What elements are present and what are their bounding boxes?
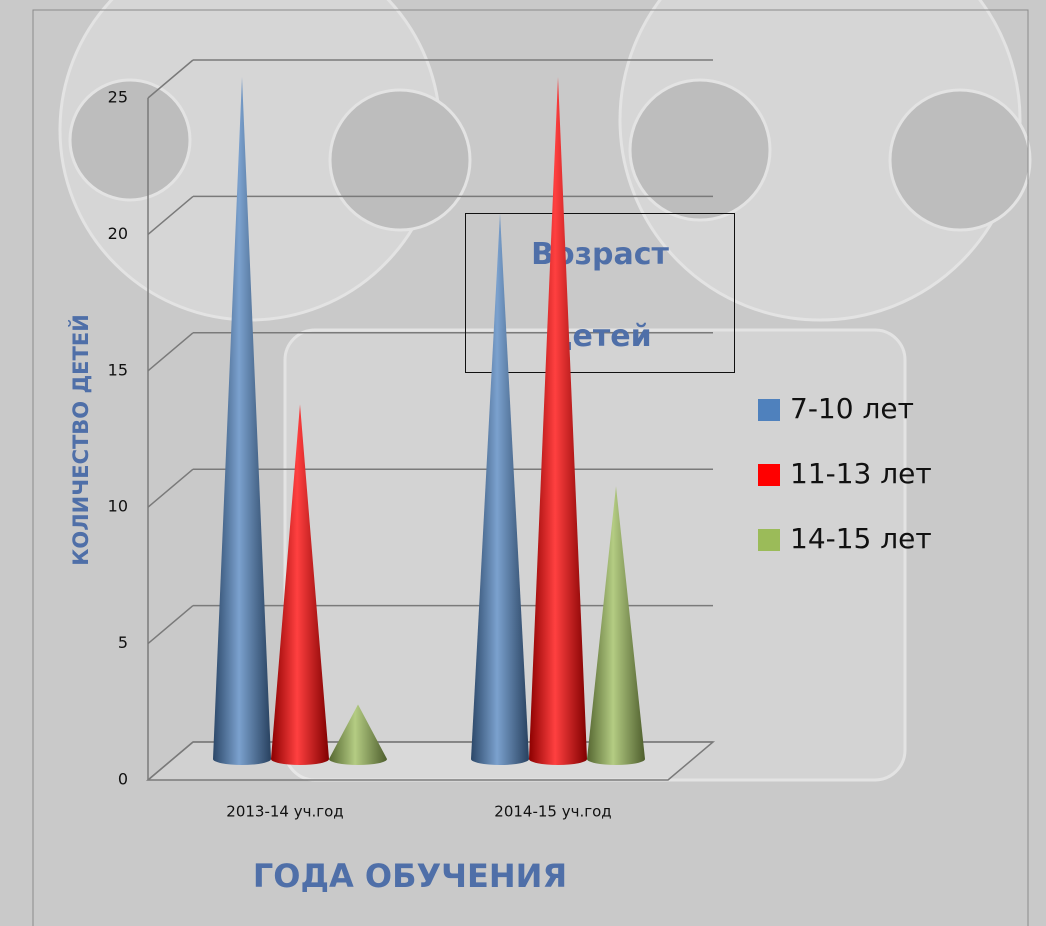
legend-swatch — [758, 399, 780, 421]
y-tick-label: 5 — [118, 633, 128, 652]
grid-line-side — [148, 469, 193, 507]
x-tick-label: 2013-14 уч.год — [226, 803, 343, 821]
legend-label: 11-13 лет — [790, 457, 932, 490]
grid-line-side — [148, 606, 193, 644]
y-tick-label: 15 — [108, 360, 128, 379]
legend-swatch — [758, 464, 780, 486]
legend-label: 14-15 лет — [790, 522, 932, 555]
legend-swatch — [758, 529, 780, 551]
legend-label: 7-10 лет — [790, 392, 914, 425]
x-tick-label: 2014-15 уч.год — [494, 803, 611, 821]
chart: ГОДА ОБУЧЕНИЯ КОЛИЧЕСТВО ДЕТЕЙ 0 5 10 15 20 2… — [0, 0, 1046, 926]
grid-line-side — [148, 333, 193, 371]
y-axis-title: КОЛИЧЕСТВО ДЕТЕЙ — [68, 314, 93, 566]
y-tick-label: 25 — [108, 88, 128, 107]
y-tick-label: 10 — [108, 497, 128, 516]
y-tick-label: 0 — [118, 770, 128, 789]
y-tick-label: 20 — [108, 224, 128, 243]
x-axis-title: ГОДА ОБУЧЕНИЯ — [253, 857, 567, 895]
page: ГОДА ОБУЧЕНИЯ КОЛИЧЕСТВО ДЕТЕЙ 0 5 10 15 20 2… — [0, 0, 1046, 926]
